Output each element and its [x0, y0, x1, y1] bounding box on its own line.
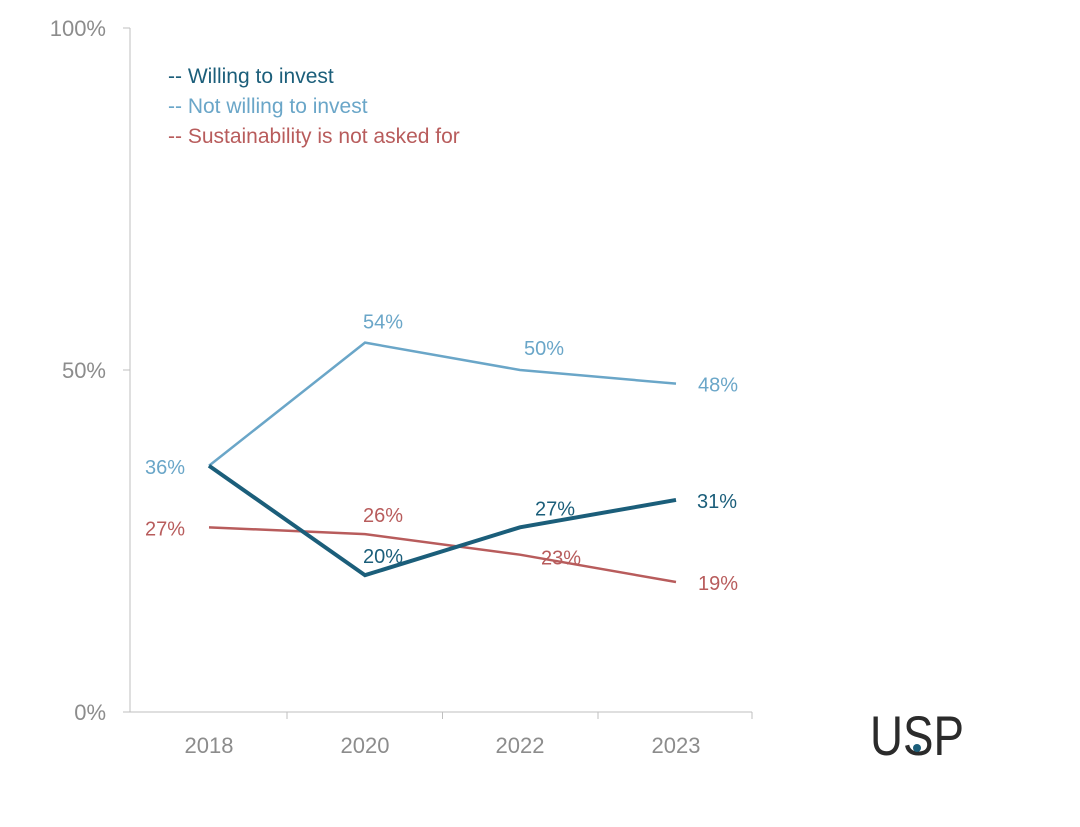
x-axis-ticks: 2018 2020 2022 2023: [185, 712, 753, 758]
data-label: 48%: [698, 375, 738, 397]
y-axis-ticks: 0% 50% 100%: [50, 16, 130, 725]
legend: -- Willing to invest -- Not willing to in…: [168, 65, 460, 148]
usp-logo: USP: [870, 704, 964, 767]
legend-entry: -- Not willing to invest: [168, 95, 368, 118]
data-label: 26%: [363, 505, 403, 527]
y-tick-label: 0%: [74, 700, 106, 725]
data-label: 19%: [698, 573, 738, 595]
series-line-1: [208, 341, 677, 467]
x-tick-label: 2020: [341, 733, 390, 758]
x-tick-label: 2023: [652, 733, 701, 758]
data-label: 36%: [145, 457, 185, 479]
legend-entry: -- Sustainability is not asked for: [168, 125, 460, 148]
data-label: 20%: [363, 546, 403, 568]
y-tick-label: 100%: [50, 16, 106, 41]
logo-dot: [913, 744, 921, 752]
series-lines: [207, 341, 677, 584]
x-tick-label: 2022: [496, 733, 545, 758]
x-tick-label: 2018: [185, 733, 234, 758]
series-line-2: [208, 526, 677, 584]
data-label: 31%: [697, 491, 737, 513]
series-line-0: [207, 464, 677, 578]
legend-entry: -- Willing to invest: [168, 65, 334, 88]
data-label: 50%: [524, 338, 564, 360]
data-label: 27%: [535, 498, 575, 520]
y-tick-label: 50%: [62, 358, 106, 383]
data-labels: 20% 27% 31% 36% 54% 50% 48% 27% 26% 23% 19%: [145, 312, 738, 595]
data-label: 54%: [363, 312, 403, 334]
logo-text: USP: [870, 704, 964, 767]
data-label: 27%: [145, 518, 185, 540]
data-label: 23%: [541, 548, 581, 570]
